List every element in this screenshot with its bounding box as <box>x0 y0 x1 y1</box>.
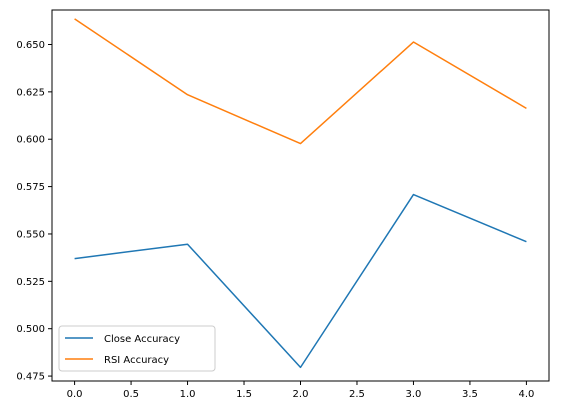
x-tick-label: 1.5 <box>236 389 252 400</box>
legend: Close Accuracy RSI Accuracy <box>58 325 216 372</box>
x-axis: 0.0 0.5 1.0 1.5 2.0 2.5 3.0 3.5 4.0 <box>67 381 534 400</box>
y-axis: 0.475 0.500 0.525 0.550 0.575 0.600 0.625 0.650 <box>16 40 52 383</box>
x-tick-label: 1.0 <box>180 389 196 400</box>
y-tick-label: 0.525 <box>16 277 45 288</box>
legend-label: RSI Accuracy <box>104 355 169 366</box>
y-tick-label: 0.650 <box>16 40 45 51</box>
y-tick-label: 0.550 <box>16 229 45 240</box>
x-tick-label: 2.5 <box>349 389 365 400</box>
y-tick-label: 0.575 <box>16 182 45 193</box>
series-line-rsi-accuracy <box>74 18 527 145</box>
y-tick-label: 0.600 <box>16 135 45 146</box>
legend-label: Close Accuracy <box>104 334 180 345</box>
x-tick-label: 3.5 <box>462 389 478 400</box>
x-tick-label: 3.0 <box>406 389 422 400</box>
y-tick-label: 0.475 <box>16 372 45 383</box>
plot-area <box>51 9 550 382</box>
series-layer <box>74 18 527 369</box>
x-tick-label: 0.0 <box>67 389 83 400</box>
legend-box <box>58 325 216 372</box>
x-tick-label: 4.0 <box>518 389 534 400</box>
y-tick-label: 0.500 <box>16 324 45 335</box>
x-tick-label: 0.5 <box>123 389 139 400</box>
series-line-close-accuracy <box>74 193 527 369</box>
x-tick-label: 2.0 <box>293 389 309 400</box>
y-tick-label: 0.625 <box>16 87 45 98</box>
